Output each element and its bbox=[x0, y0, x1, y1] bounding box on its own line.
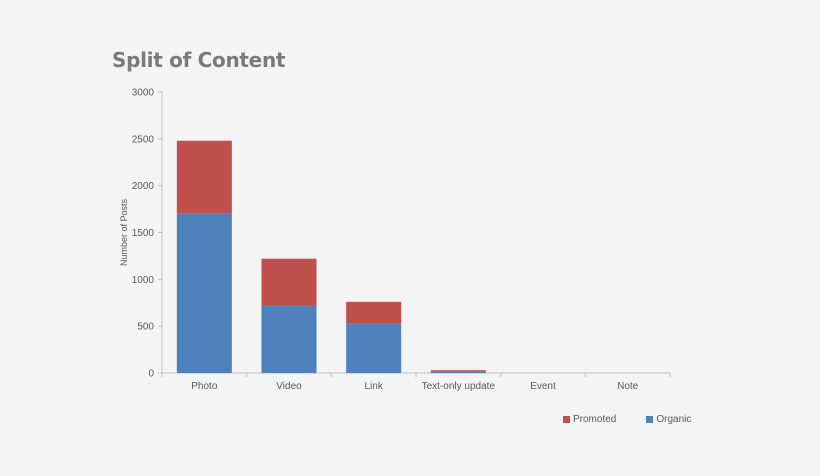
bar-promoted-video bbox=[261, 258, 317, 306]
legend: Promoted Organic bbox=[563, 414, 691, 425]
y-tick-label: 2000 bbox=[132, 181, 155, 192]
bar-organic-link bbox=[346, 323, 402, 373]
legend-swatch-organic bbox=[646, 416, 654, 423]
legend-label-organic: Organic bbox=[656, 414, 692, 425]
x-tick-label: Note bbox=[617, 381, 639, 392]
y-axis-label: Number of Posts bbox=[119, 198, 129, 266]
x-tick-label: Photo bbox=[191, 381, 218, 392]
legend-swatch-promoted bbox=[563, 416, 570, 423]
bar-promoted-text-only-update bbox=[430, 370, 486, 372]
y-tick-label: 2500 bbox=[132, 134, 155, 145]
bar-organic-text-only-update bbox=[430, 371, 486, 373]
legend-item-promoted: Promoted bbox=[563, 414, 616, 425]
y-tick-label: 500 bbox=[137, 322, 154, 333]
legend-label-promoted: Promoted bbox=[573, 414, 617, 425]
x-tick-label: Event bbox=[530, 381, 556, 392]
bar-promoted-link bbox=[346, 301, 402, 324]
chart-title: Split of Content bbox=[112, 48, 286, 72]
legend-item-organic: Organic bbox=[646, 414, 691, 425]
bar-promoted-photo bbox=[176, 140, 232, 214]
x-tick-label: Text-only update bbox=[422, 381, 496, 392]
y-tick-label: 3000 bbox=[132, 88, 155, 99]
y-tick-label: 0 bbox=[148, 369, 154, 380]
x-tick-label: Link bbox=[364, 381, 383, 392]
y-tick-label: 1000 bbox=[132, 275, 155, 286]
bar-organic-photo bbox=[176, 213, 232, 373]
bar-organic-video bbox=[261, 305, 317, 373]
x-tick-label: Video bbox=[276, 381, 302, 392]
y-tick-label: 1500 bbox=[132, 228, 155, 239]
